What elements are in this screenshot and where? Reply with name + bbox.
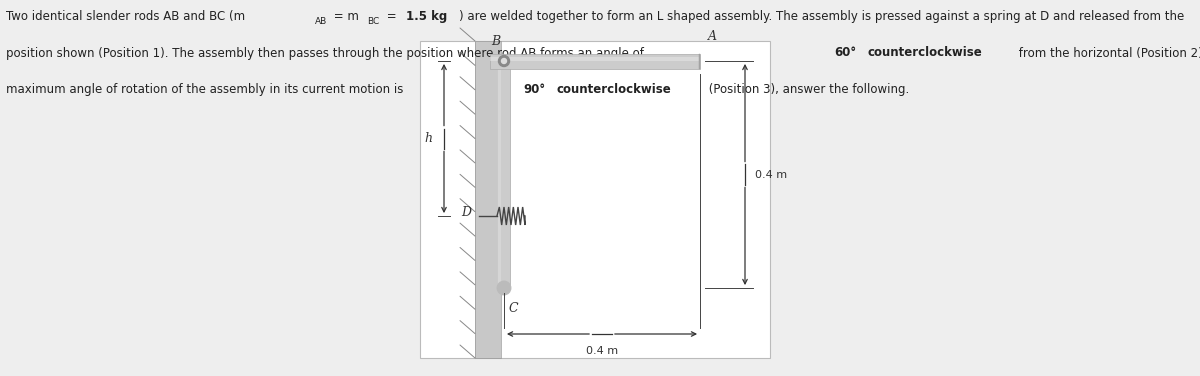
Bar — [490, 53, 700, 68]
Text: 0.4 m: 0.4 m — [586, 346, 618, 356]
Bar — [498, 61, 502, 288]
Text: counterclockwise: counterclockwise — [868, 47, 982, 59]
Text: (Position 3), answer the following.: (Position 3), answer the following. — [706, 83, 910, 96]
Circle shape — [498, 56, 510, 67]
Text: 90°: 90° — [523, 83, 546, 96]
Circle shape — [497, 281, 511, 295]
Text: C: C — [509, 302, 518, 315]
Text: 1.5 kg: 1.5 kg — [406, 10, 448, 23]
Bar — [698, 53, 700, 68]
Text: position shown (Position 1). The assembly then passes through the position where: position shown (Position 1). The assembl… — [6, 47, 648, 59]
Bar — [420, 41, 770, 358]
Text: maximum angle of rotation of the assembly in its current motion is: maximum angle of rotation of the assembl… — [6, 83, 407, 96]
Bar — [490, 56, 700, 61]
Circle shape — [502, 59, 506, 64]
Text: ) are welded together to form an L shaped assembly. The assembly is pressed agai: ) are welded together to form an L shape… — [460, 10, 1184, 23]
Text: Two identical slender rods AB and BC (m: Two identical slender rods AB and BC (m — [6, 10, 245, 23]
Bar — [498, 61, 510, 288]
Text: 60°: 60° — [834, 47, 856, 59]
Text: B: B — [492, 35, 500, 48]
Text: A: A — [708, 30, 716, 44]
Text: BC: BC — [367, 17, 380, 26]
Text: h: h — [424, 132, 432, 145]
Text: 0.4 m: 0.4 m — [755, 170, 787, 179]
Text: D: D — [461, 206, 470, 218]
Text: AB: AB — [314, 17, 326, 26]
Text: counterclockwise: counterclockwise — [557, 83, 672, 96]
Bar — [475, 41, 502, 358]
Text: =: = — [384, 10, 401, 23]
Text: = m: = m — [330, 10, 359, 23]
Bar — [475, 41, 502, 358]
Text: from the horizontal (Position 2). Knowing that the: from the horizontal (Position 2). Knowin… — [1015, 47, 1200, 59]
